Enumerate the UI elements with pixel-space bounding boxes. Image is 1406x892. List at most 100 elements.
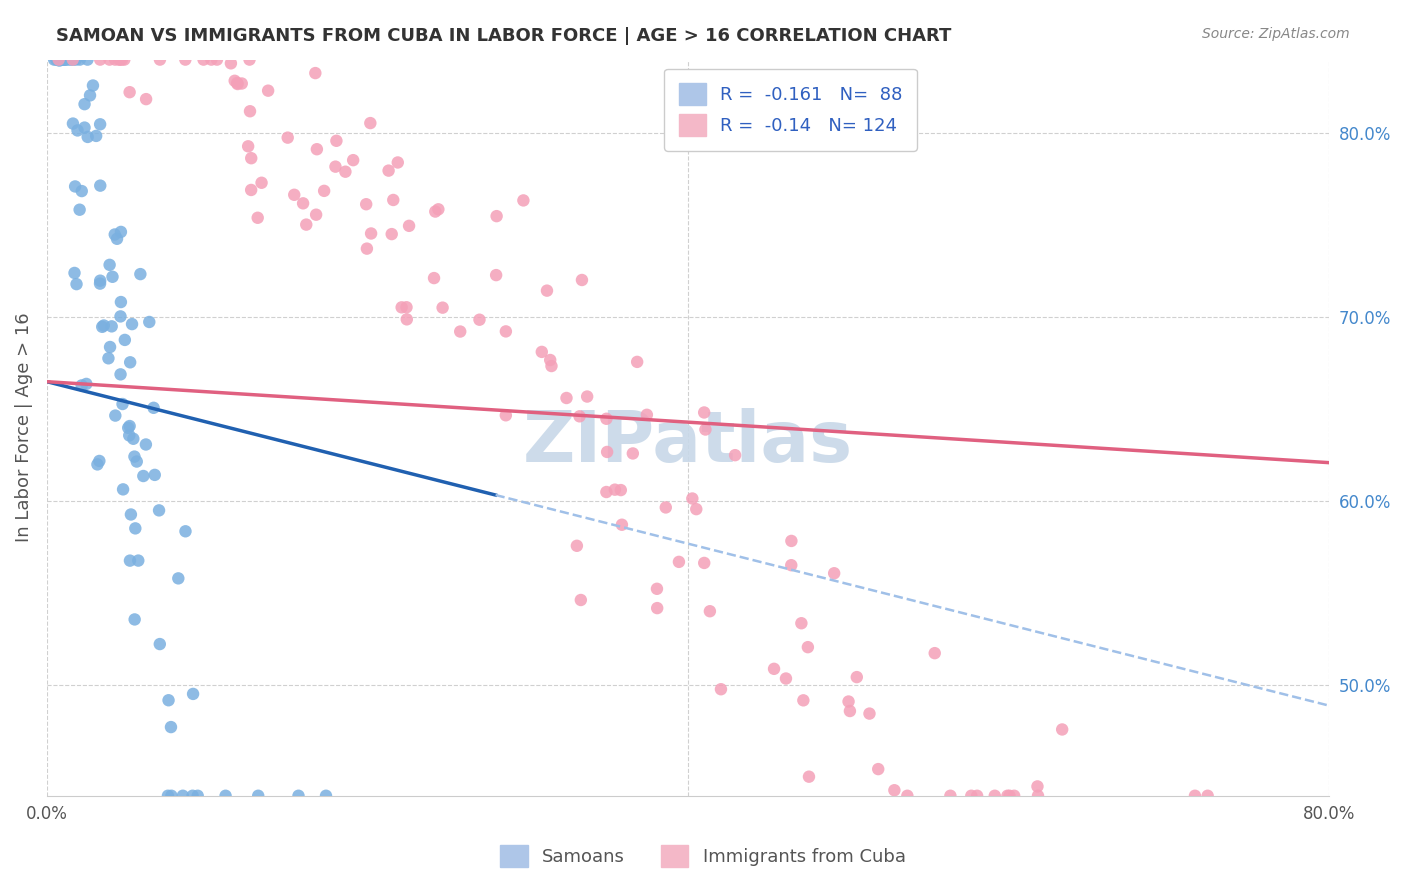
Point <box>569 593 592 607</box>
Point <box>335 164 357 178</box>
Point <box>100 319 122 334</box>
Point <box>104 53 127 67</box>
Point <box>65 277 87 292</box>
Point <box>219 56 242 70</box>
Point <box>48 54 70 68</box>
Point <box>79 88 101 103</box>
Point <box>121 317 143 331</box>
Point <box>610 483 633 497</box>
Point <box>823 566 845 581</box>
Point <box>118 419 141 434</box>
Point <box>135 92 157 106</box>
Point <box>382 193 405 207</box>
Point <box>342 153 364 168</box>
Point <box>89 274 111 288</box>
Point <box>108 53 131 67</box>
Point <box>449 325 471 339</box>
Point <box>111 53 134 67</box>
Point <box>124 612 146 626</box>
Point <box>62 117 84 131</box>
Point <box>187 789 209 803</box>
Point <box>135 437 157 451</box>
Point <box>156 789 179 803</box>
Point <box>295 218 318 232</box>
Point <box>84 128 107 143</box>
Point <box>127 553 149 567</box>
Point <box>76 53 98 67</box>
Point <box>538 353 561 368</box>
Point <box>1002 789 1025 803</box>
Point <box>485 268 508 282</box>
Point <box>939 789 962 803</box>
Point <box>287 789 309 803</box>
Point <box>122 432 145 446</box>
Point <box>555 391 578 405</box>
Point <box>172 789 194 803</box>
Point <box>82 78 104 93</box>
Point <box>780 533 803 548</box>
Point <box>157 693 180 707</box>
Point <box>174 524 197 539</box>
Point <box>277 130 299 145</box>
Point <box>314 184 336 198</box>
Point <box>62 53 84 67</box>
Text: SAMOAN VS IMMIGRANTS FROM CUBA IN LABOR FORCE | AGE > 16 CORRELATION CHART: SAMOAN VS IMMIGRANTS FROM CUBA IN LABOR … <box>56 27 952 45</box>
Point <box>160 720 183 734</box>
Point <box>101 269 124 284</box>
Point <box>52 53 75 67</box>
Point <box>838 704 860 718</box>
Point <box>148 503 170 517</box>
Point <box>60 53 83 67</box>
Point <box>305 142 328 156</box>
Point <box>75 376 97 391</box>
Point <box>48 53 70 67</box>
Point <box>45 53 67 67</box>
Point <box>53 53 76 67</box>
Point <box>247 789 270 803</box>
Point <box>610 517 633 532</box>
Point <box>360 227 382 241</box>
Point <box>858 706 880 721</box>
Point <box>356 242 378 256</box>
Point <box>512 194 534 208</box>
Point <box>112 53 135 67</box>
Point <box>70 378 93 392</box>
Point <box>56 53 79 67</box>
Point <box>960 789 983 803</box>
Point <box>359 116 381 130</box>
Point <box>181 687 204 701</box>
Point <box>257 84 280 98</box>
Point <box>110 368 132 382</box>
Legend: Samoans, Immigrants from Cuba: Samoans, Immigrants from Cuba <box>494 838 912 874</box>
Point <box>62 53 84 67</box>
Point <box>142 401 165 415</box>
Point <box>63 266 86 280</box>
Point <box>883 783 905 797</box>
Point <box>89 117 111 131</box>
Point <box>304 66 326 80</box>
Point <box>69 53 91 67</box>
Point <box>52 53 75 67</box>
Point <box>636 408 658 422</box>
Point <box>110 310 132 324</box>
Point <box>1026 780 1049 794</box>
Point <box>93 318 115 333</box>
Point <box>167 571 190 585</box>
Point <box>110 295 132 310</box>
Point <box>193 53 215 67</box>
Point <box>69 202 91 217</box>
Point <box>112 483 135 497</box>
Point <box>896 789 918 803</box>
Point <box>395 312 418 326</box>
Point <box>325 160 347 174</box>
Point <box>596 445 619 459</box>
Point <box>427 202 450 217</box>
Point <box>775 672 797 686</box>
Point <box>120 355 142 369</box>
Point <box>1050 723 1073 737</box>
Point <box>73 97 96 112</box>
Point <box>693 556 716 570</box>
Point <box>797 770 820 784</box>
Point <box>924 646 946 660</box>
Point <box>695 423 717 437</box>
